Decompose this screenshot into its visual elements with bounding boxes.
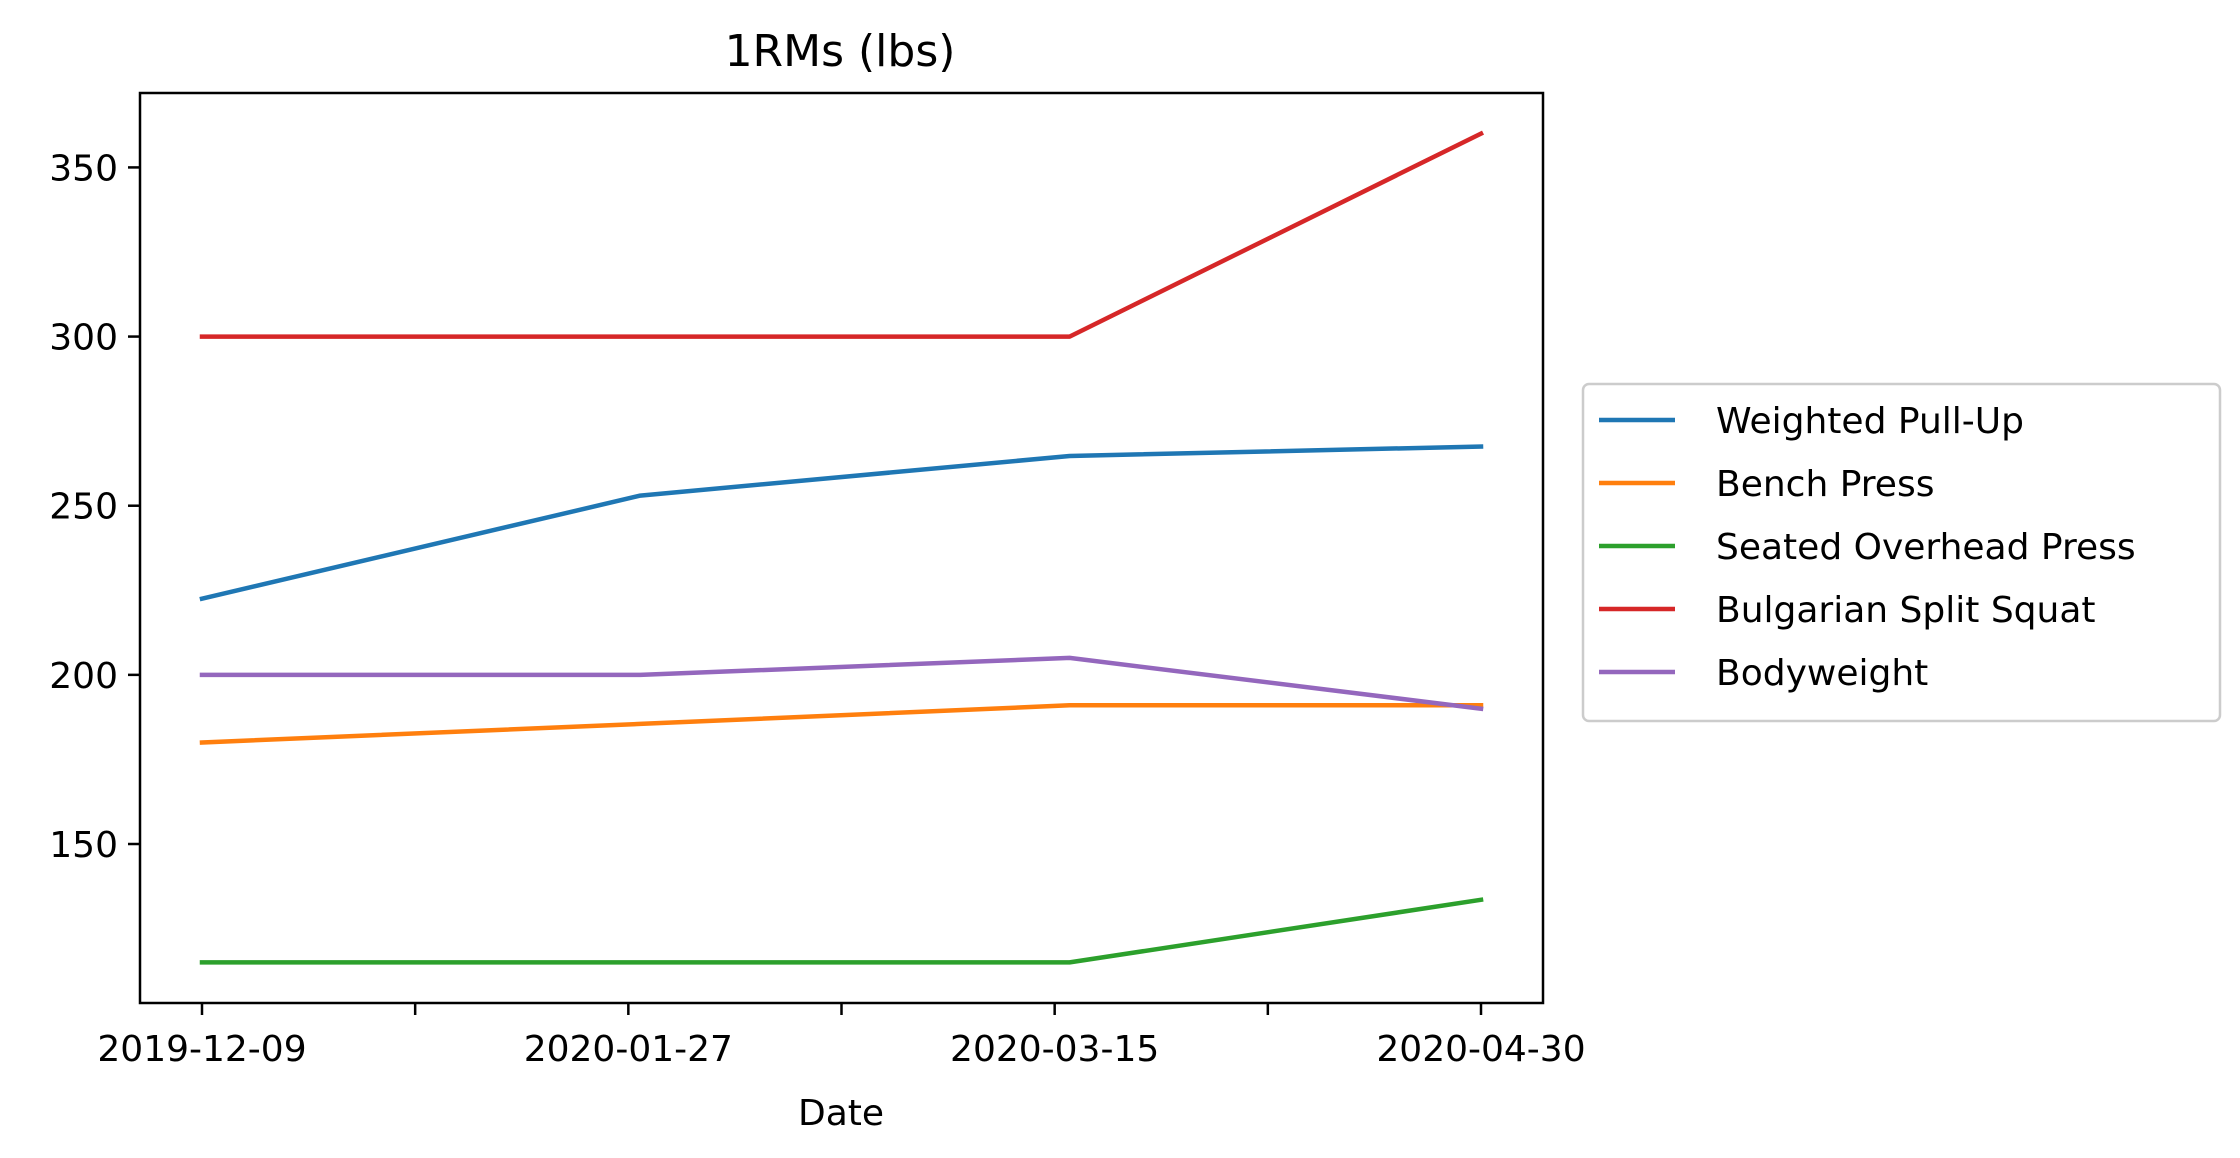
legend-entry: Weighted Pull-Up — [1716, 401, 2024, 442]
series-line — [199, 655, 1484, 712]
x-tick-label: 2019-12-09 — [97, 1029, 306, 1070]
y-tick-label: 300 — [49, 318, 118, 359]
series-line — [199, 130, 1485, 339]
series-line — [199, 703, 1484, 745]
plot-area — [199, 130, 1485, 965]
chart-title: 1RMs (lbs) — [725, 26, 956, 77]
legend-entry: Seated Overhead Press — [1716, 527, 2136, 568]
x-tick-label: 2020-03-15 — [950, 1029, 1159, 1070]
x-axis-label: Date — [798, 1093, 884, 1134]
x-tick-label: 2020-04-30 — [1376, 1029, 1585, 1070]
plot-frame — [138, 91, 1545, 1005]
y-tick-label: 250 — [49, 487, 118, 528]
legend-frame — [1581, 382, 2222, 723]
legend: Weighted Pull-Up Bench Press Seated Overhe… — [1581, 382, 2222, 723]
x-axis: 2019-12-09 2020-01-27 2020-03-15 2020-04-30 — [97, 1003, 1586, 1070]
legend-entry: Bench Press — [1716, 464, 1934, 505]
x-tick-label: 2020-01-27 — [524, 1029, 733, 1070]
legend-entry: Bodyweight — [1716, 653, 1928, 694]
series-line — [199, 444, 1484, 602]
y-tick-label: 150 — [49, 825, 118, 866]
y-axis: 150 200 250 300 350 — [49, 148, 140, 866]
y-tick-label: 200 — [49, 656, 118, 697]
series-line — [199, 897, 1484, 965]
legend-entry: Bulgarian Split Squat — [1716, 590, 2096, 631]
y-tick-label: 350 — [49, 148, 118, 189]
